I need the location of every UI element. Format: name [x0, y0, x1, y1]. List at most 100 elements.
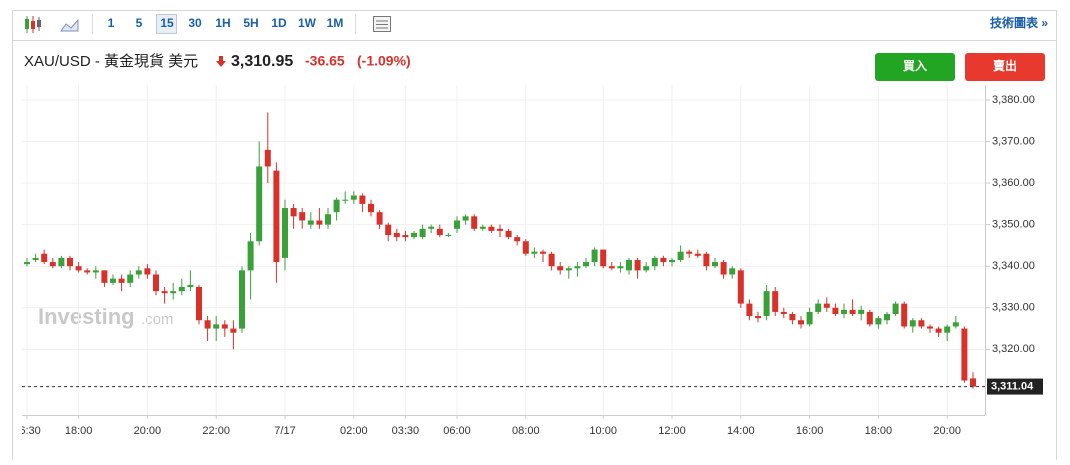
candle-body	[815, 303, 822, 312]
candle-body	[540, 251, 546, 254]
candle-body	[385, 224, 392, 236]
candle-body	[273, 170, 280, 263]
candle-body	[299, 212, 306, 221]
candle-body	[626, 259, 632, 271]
x-tick-label: 18:00	[865, 425, 893, 437]
interval[interactable]: 1D	[271, 16, 287, 30]
candle-body	[823, 303, 830, 308]
candle-body	[591, 249, 598, 263]
candle-body	[419, 228, 426, 238]
candle-body	[763, 291, 770, 317]
candle-body	[411, 232, 417, 238]
interval[interactable]: 15	[160, 16, 174, 30]
candle-body	[247, 241, 254, 271]
candle-body	[669, 259, 675, 263]
interval[interactable]: 1M	[327, 16, 344, 30]
candle-body	[574, 266, 581, 269]
candle-body	[376, 212, 383, 225]
candle-body	[970, 378, 976, 387]
down-arrow	[216, 56, 226, 67]
candle-body	[798, 320, 804, 325]
candle-body	[316, 220, 323, 225]
candle-body	[643, 266, 650, 271]
candle-body	[729, 268, 736, 275]
candle-body	[393, 232, 400, 238]
candle-body	[866, 311, 873, 325]
candle-body	[127, 274, 134, 283]
candle-body	[454, 220, 460, 229]
candle-body	[436, 228, 443, 236]
x-tick-label: 08:00	[512, 425, 540, 437]
candle-body	[875, 318, 882, 325]
candle-body	[789, 314, 796, 321]
candle-body	[256, 166, 263, 242]
candle-body	[41, 253, 48, 263]
x-tick-label: 16:30	[13, 425, 41, 437]
candle-body	[118, 278, 125, 283]
candle-body	[651, 257, 658, 267]
interval[interactable]: 1W	[298, 16, 317, 30]
candle-icon[interactable]	[25, 16, 41, 33]
candle-body	[359, 195, 366, 204]
y-tick-label: 3,330.00	[992, 302, 1035, 314]
candle-body	[746, 303, 753, 317]
candle-body	[445, 235, 452, 237]
sell-label[interactable]: 賣出	[992, 58, 1017, 73]
buy-button[interactable]	[875, 53, 955, 81]
active-interval-box	[156, 14, 177, 34]
candle-body	[617, 266, 624, 269]
change: -36.65	[305, 53, 345, 69]
x-tick-label: 06:00	[443, 425, 471, 437]
interval[interactable]: 5H	[243, 16, 258, 30]
candle-body	[230, 328, 237, 333]
candle-body	[961, 328, 968, 381]
candle-body	[935, 328, 942, 333]
x-tick-label: 14:00	[727, 425, 755, 437]
table-icon[interactable]	[373, 16, 391, 32]
candle-body	[565, 268, 572, 271]
last-price-label: 3,311.04	[991, 380, 1034, 392]
interval[interactable]: 1H	[215, 16, 230, 30]
candle-body	[600, 249, 607, 267]
candle-body	[952, 322, 959, 327]
candle-body	[892, 303, 899, 315]
candle-body	[849, 309, 856, 315]
candle-body	[239, 270, 245, 329]
interval-group: 1 5 15 30 1H 5H 1D 1W 1M	[108, 16, 344, 30]
x-tick-label: 03:30	[392, 425, 420, 437]
interval[interactable]: 1	[108, 16, 115, 30]
candle-body	[780, 311, 787, 315]
candle-body	[170, 291, 177, 294]
candle-body	[497, 228, 503, 231]
watermark-suffix: .com	[141, 311, 174, 328]
candle-body	[755, 316, 761, 319]
candle-body	[488, 226, 495, 231]
candle-body	[832, 307, 839, 315]
x-tick-label: 20:00	[134, 425, 162, 437]
sell-button[interactable]	[965, 53, 1045, 81]
x-tick-label: 20:00	[933, 425, 961, 437]
candle-body	[221, 324, 228, 329]
x-tick-label: 22:00	[202, 425, 230, 437]
area-icon[interactable]	[60, 18, 79, 32]
candle-body	[927, 326, 933, 329]
interval[interactable]: 5	[136, 16, 143, 30]
candle-body	[608, 266, 615, 269]
candle-body	[712, 262, 718, 267]
technical-chart-link[interactable]: 技術圖表 »	[990, 15, 1048, 30]
candle-body	[75, 266, 82, 271]
buy-label[interactable]: 買入	[903, 59, 927, 73]
candle-body	[24, 262, 30, 265]
candle-body	[84, 270, 91, 273]
candle-body	[841, 309, 847, 315]
candle-body	[634, 259, 641, 271]
candle-body	[522, 241, 529, 254]
x-tick-label: 02:00	[340, 425, 368, 437]
interval[interactable]: 30	[188, 16, 202, 30]
candle-body	[58, 257, 65, 267]
candle-body	[282, 208, 288, 258]
candle-body	[686, 251, 693, 254]
candle-body	[350, 195, 357, 200]
x-tick-label: 7/17	[274, 425, 295, 437]
